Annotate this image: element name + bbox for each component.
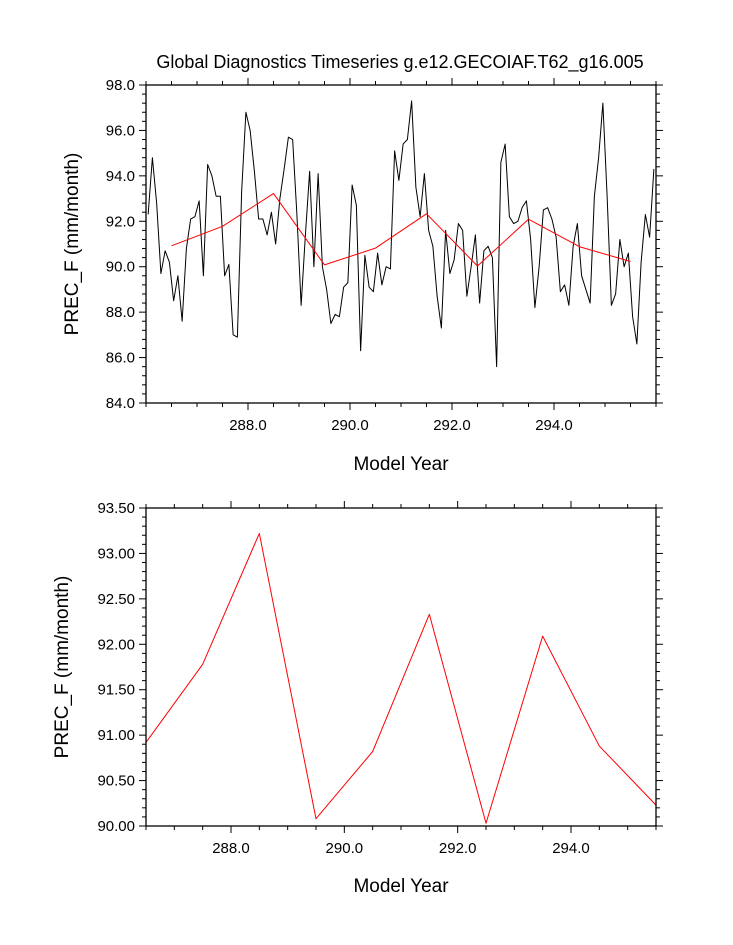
series-line-annual-mean xyxy=(145,532,657,824)
x-tick-label: 294.0 xyxy=(535,417,573,434)
y-tick-label: 91.00 xyxy=(97,727,135,744)
y-tick-label: 96.0 xyxy=(106,122,135,139)
chart-2: 288.0 290.0 292.0 294.0 90.00 90.50 91.00 91.50… xyxy=(52,500,663,897)
x-axis-title: Model Year xyxy=(353,876,449,897)
y-tick-label: 94.0 xyxy=(106,168,135,185)
y-axis-title: PREC_F (mm/month) xyxy=(62,153,83,336)
y-tick-label: 92.50 xyxy=(97,591,135,608)
y-tick-label: 84.0 xyxy=(106,395,135,412)
y-tick-label: 90.50 xyxy=(97,773,135,790)
y-tick-label: 88.0 xyxy=(106,304,135,321)
x-tick-label: 290.0 xyxy=(331,417,369,434)
y-tick-label: 93.00 xyxy=(97,545,135,562)
x-axis-title: Model Year xyxy=(353,454,449,475)
y-axis-title: PREC_F (mm/month) xyxy=(52,576,73,759)
y-tick-label: 90.0 xyxy=(106,259,135,276)
y-tick-label: 90.00 xyxy=(97,818,135,835)
x-tick-label: 290.0 xyxy=(326,840,364,857)
y-tick-label: 86.0 xyxy=(106,350,135,367)
y-tick-label: 93.50 xyxy=(97,500,135,517)
y-tick-label: 92.0 xyxy=(106,213,135,230)
x-tick-label: 292.0 xyxy=(433,417,471,434)
series-line-monthly xyxy=(147,100,655,368)
x-tick-label: 288.0 xyxy=(212,840,250,857)
y-tick-label: 92.00 xyxy=(97,636,135,653)
y-tick-label: 91.50 xyxy=(97,682,135,699)
x-tick-label: 294.0 xyxy=(552,840,590,857)
chart-1: 288.0 290.0 292.0 294.0 84.0 86.0 88.0 90.0 92.0… xyxy=(62,77,663,475)
x-tick-label: 292.0 xyxy=(439,840,477,857)
x-tick-label: 288.0 xyxy=(229,417,267,434)
chart-title: Global Diagnostics Timeseries g.e12.GECO… xyxy=(156,52,643,73)
y-tick-label: 98.0 xyxy=(106,77,135,94)
plot-frame xyxy=(145,507,657,827)
series-line-annual-mean xyxy=(171,193,631,267)
